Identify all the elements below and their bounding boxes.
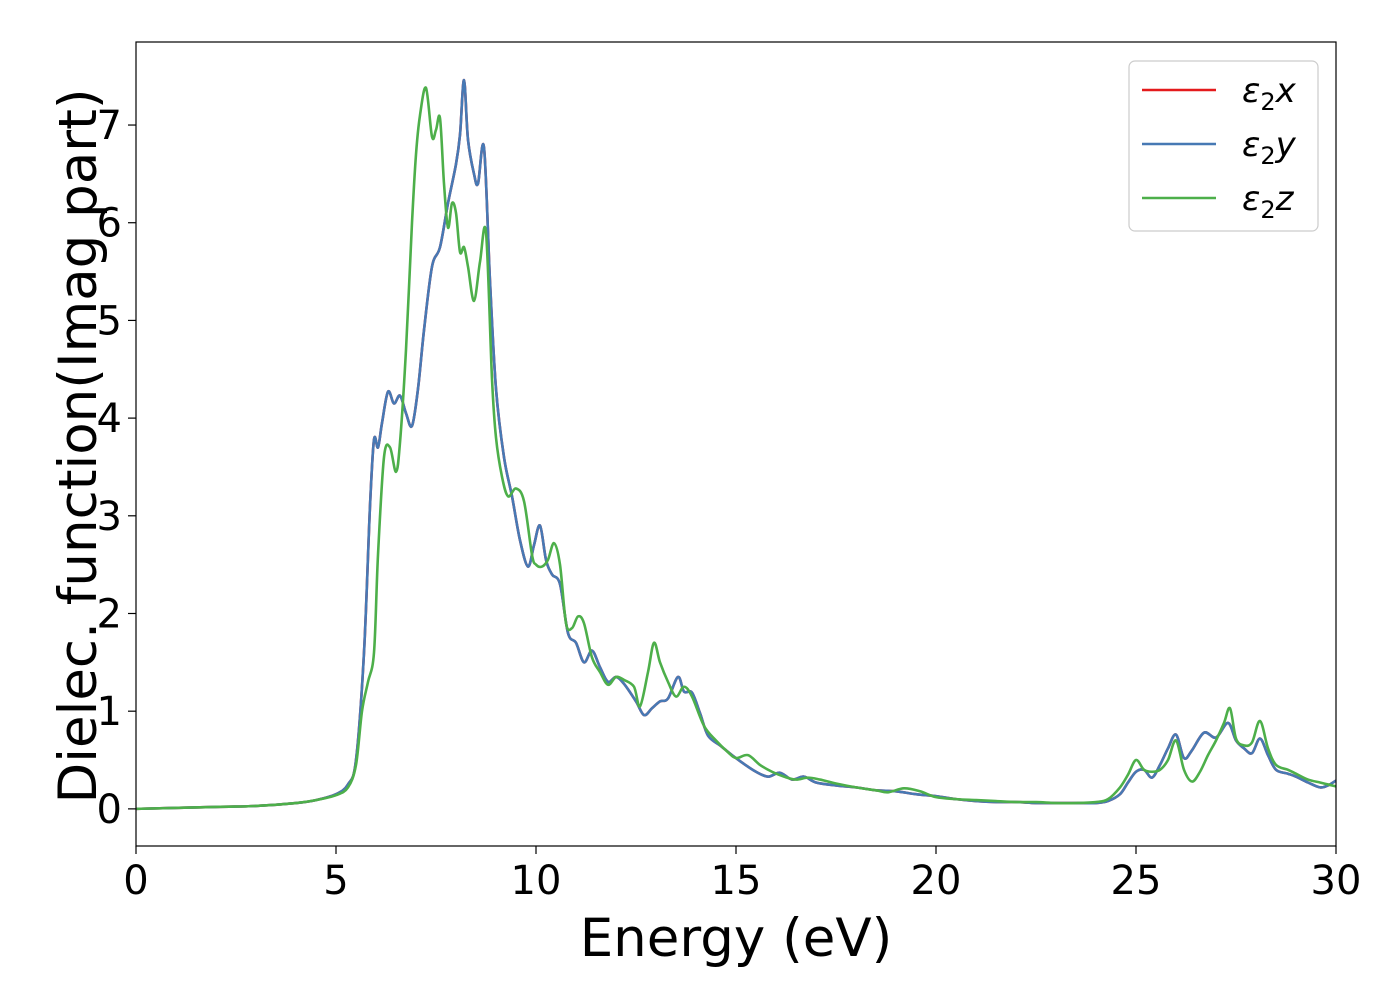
y-tick-label: 2 — [97, 591, 122, 637]
y-tick-label: 4 — [97, 396, 122, 442]
x-tick-label: 5 — [323, 858, 348, 904]
series-layer — [136, 78, 1336, 811]
series-line-e2z — [136, 86, 1336, 811]
legend-box — [1128, 60, 1319, 232]
x-tick-label: 20 — [911, 858, 962, 904]
y-tick-label: 7 — [97, 103, 122, 149]
x-axis-title: Energy (eV) — [580, 908, 893, 969]
legend-label: ε2z — [1242, 179, 1295, 224]
y-tick-label: 6 — [97, 201, 122, 247]
x-tick-label: 15 — [711, 858, 762, 904]
y-tick-label: 3 — [97, 494, 122, 540]
x-tick-label: 30 — [1311, 858, 1362, 904]
legend: ε2x ε2y ε2z — [1128, 60, 1319, 232]
y-axis-title: Dielec. function(Imag part) — [48, 88, 109, 803]
legend-label: ε2x — [1242, 71, 1297, 116]
y-tick-label: 0 — [97, 787, 122, 833]
x-tick-label: 10 — [511, 858, 562, 904]
x-tick-label: 0 — [123, 858, 148, 904]
y-tick-label: 1 — [97, 689, 122, 735]
y-tick-label: 5 — [97, 298, 122, 344]
x-axis: 0 5 10 15 20 25 30 — [123, 846, 1361, 904]
x-tick-label: 25 — [1111, 858, 1162, 904]
series-line-e2y — [136, 78, 1336, 811]
y-axis: 0 1 2 3 4 5 6 7 — [97, 103, 136, 833]
legend-label: ε2y — [1242, 125, 1297, 170]
